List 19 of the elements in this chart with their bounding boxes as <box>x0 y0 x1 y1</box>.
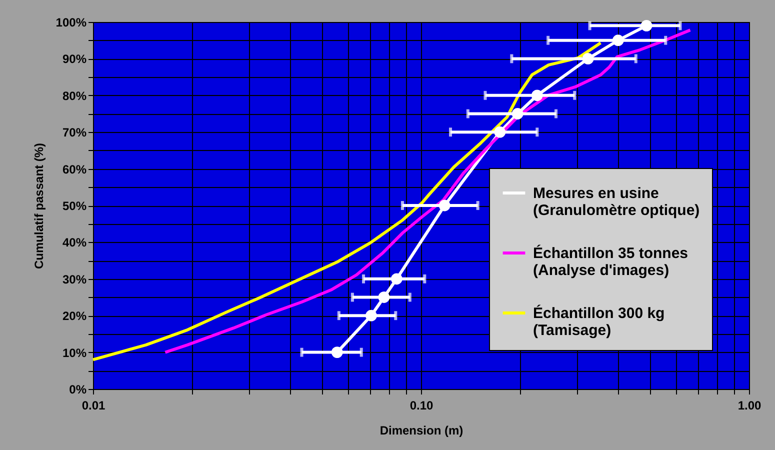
y-tick-label: 70% <box>62 126 87 140</box>
y-tick-label: 60% <box>62 162 87 176</box>
legend-label: Échantillon 35 tonnes (Analyse d'images) <box>533 244 688 279</box>
y-tick-label: 90% <box>62 52 87 66</box>
y-tick-label: 20% <box>62 309 87 324</box>
legend-label: Échantillon 300 kg (Tamisage) <box>533 304 665 339</box>
x-tick-label: 1.00 <box>738 398 762 412</box>
y-tick-label: 100% <box>56 16 87 30</box>
y-tick-label: 0% <box>69 382 87 396</box>
y-tick-label: 80% <box>62 88 87 103</box>
y-tick-label: 30% <box>62 272 87 286</box>
x-tick-label: 0.10 <box>410 398 434 412</box>
y-tick-label: 10% <box>62 346 87 360</box>
legend-label: Mesures en usine (Granulomètre optique) <box>533 185 700 219</box>
y-axis-title: Cumulatif passant (%) <box>32 142 46 270</box>
x-axis-title: Dimension (m) <box>380 424 464 438</box>
y-tick-label: 40% <box>62 236 87 250</box>
y-tick-label: 50% <box>62 199 87 213</box>
x-tick-label: 0.01 <box>82 398 106 412</box>
